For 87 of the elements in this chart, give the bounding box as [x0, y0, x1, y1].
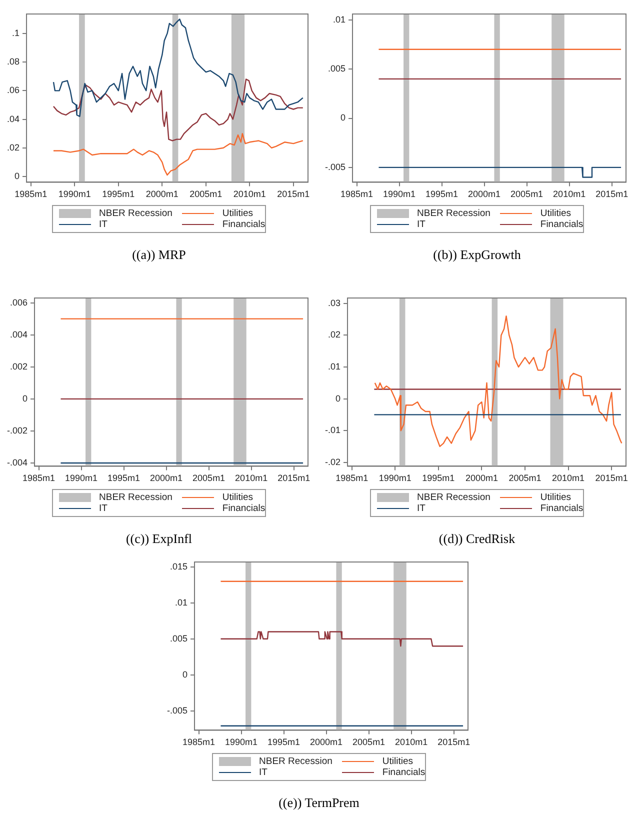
x-tick-label: 1995m1: [422, 473, 455, 484]
legend-label: IT: [259, 767, 268, 778]
y-tick-label: .02: [328, 330, 341, 340]
legend-label: NBER Recession: [259, 756, 332, 767]
text: ((a)) MRP: [131, 247, 187, 263]
x-tick-label: 1990m1: [58, 189, 91, 200]
legend-label: Utilities: [382, 756, 414, 767]
legend-label: IT: [417, 219, 426, 230]
x-tick-label: 2010m1: [233, 189, 266, 200]
legend-label: IT: [99, 219, 108, 230]
y-tick-label: 0: [340, 112, 346, 123]
x-tick-label: 2005m1: [510, 189, 544, 200]
x-tick-label: 2000m1: [465, 473, 498, 484]
legend-label: IT: [99, 503, 108, 514]
x-tick-label: 2015m1: [438, 737, 470, 748]
y-tick-label: -.004: [7, 457, 28, 468]
x-tick-label: 2015m1: [596, 189, 628, 200]
y-tick-label: 0: [14, 170, 20, 181]
x-tick-label: 1995m1: [108, 473, 140, 484]
legend-label: Utilities: [540, 492, 572, 503]
y-tick-label: 0: [182, 669, 188, 680]
text: ((d)) CredRisk: [438, 531, 516, 547]
legend-label: Financials: [540, 503, 584, 514]
x-tick-label: 1995m1: [268, 737, 300, 748]
y-tick-label: .01: [333, 14, 346, 24]
x-tick-label: 2010m1: [235, 473, 268, 484]
x-tick-label: 1985m1: [22, 473, 56, 484]
x-tick-label: 2005m1: [192, 473, 226, 484]
y-tick-label: .08: [6, 56, 20, 67]
text: ((b)) ExpGrowth: [432, 247, 522, 263]
x-tick-label: 2005m1: [190, 189, 222, 200]
x-tick-label: 2000m1: [468, 189, 501, 200]
text: ((c)) ExpInfl: [124, 531, 194, 547]
x-tick-label: 2000m1: [310, 737, 343, 748]
y-tick-label: -.02: [324, 456, 341, 467]
x-tick-label: 1990m1: [383, 189, 416, 200]
y-tick-label: .002: [10, 361, 28, 372]
x-tick-label: 1985m1: [182, 737, 216, 748]
legend-label: NBER Recession: [417, 208, 490, 219]
x-tick-label: 2010m1: [552, 473, 585, 484]
y-tick-label: -.01: [324, 425, 341, 436]
x-tick-label: 2010m1: [395, 737, 428, 748]
legend-label: Utilities: [540, 208, 572, 219]
x-tick-label: 1985m1: [336, 473, 368, 484]
y-tick-label: 0: [22, 393, 28, 404]
y-tick-label: -.002: [7, 425, 28, 436]
y-tick-label: .01: [175, 597, 188, 608]
y-tick-label: .03: [328, 298, 341, 308]
x-tick-label: 2005m1: [508, 473, 542, 484]
text: ((e)) TermPrem: [278, 795, 360, 811]
x-tick-label: 1990m1: [65, 473, 98, 484]
x-tick-label: 2000m1: [146, 189, 178, 200]
legend-label: IT: [417, 503, 426, 514]
x-tick-label: 1985m1: [14, 189, 48, 200]
y-tick-label: .005: [328, 64, 346, 74]
x-tick-label: 2005m1: [352, 737, 386, 748]
legend-label: NBER Recession: [417, 492, 490, 503]
legend-label: NBER Recession: [99, 208, 172, 219]
x-tick-label: 1995m1: [102, 189, 135, 200]
y-tick-label: .01: [328, 361, 341, 372]
y-tick-label: .1: [12, 28, 20, 38]
legend-label: Financials: [382, 767, 426, 778]
y-tick-label: .006: [10, 297, 28, 308]
x-tick-label: 2000m1: [150, 473, 183, 484]
y-tick-label: .015: [170, 562, 188, 572]
legend-label: Utilities: [222, 492, 254, 503]
y-tick-label: -.005: [325, 162, 346, 172]
y-tick-label: .06: [6, 85, 20, 96]
y-tick-label: .004: [10, 329, 28, 340]
x-tick-label: 2015m1: [277, 189, 310, 200]
x-tick-label: 1990m1: [378, 473, 412, 484]
legend-label: Utilities: [222, 208, 254, 219]
x-tick-label: 2010m1: [553, 189, 586, 200]
legend-label: NBER Recession: [99, 492, 172, 503]
y-tick-label: .04: [6, 114, 20, 124]
x-tick-label: 1990m1: [225, 737, 258, 748]
y-tick-label: 0: [335, 393, 341, 404]
y-tick-label: -.005: [167, 705, 188, 716]
x-tick-label: 2015m1: [278, 473, 310, 484]
x-tick-label: 2015m1: [595, 473, 628, 484]
y-tick-label: .005: [170, 633, 188, 644]
y-tick-label: .02: [6, 142, 20, 152]
legend-label: Financials: [222, 503, 266, 514]
x-tick-label: 1985m1: [340, 189, 374, 200]
legend-label: Financials: [222, 219, 266, 230]
legend-label: Financials: [540, 219, 584, 230]
x-tick-label: 1995m1: [426, 189, 458, 200]
